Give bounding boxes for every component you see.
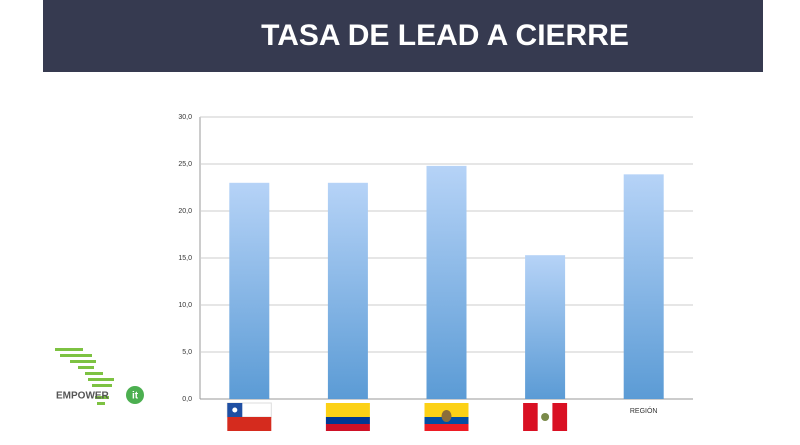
y-tick-label: 25,0 [178,161,192,168]
flag-emblem [441,410,452,422]
logo-badge-text: it [132,391,139,402]
x-tick-label: REGIÓN [630,406,658,415]
flag [523,403,568,431]
y-tick-label: 15,0 [178,255,192,262]
bar [229,182,270,399]
flag-red-right [552,403,568,431]
y-tick-label: 10,0 [178,302,192,309]
chart-title: TASA DE LEAD A CIERRE [261,19,629,52]
flag-red [325,424,370,431]
y-tick-label: 0,0 [182,396,192,403]
y-tick-label: 5,0 [182,349,192,356]
flag-blue [325,417,370,424]
flag [424,403,469,431]
flag-red [424,424,469,431]
bar [426,165,467,399]
flag [226,402,272,431]
bar [327,182,368,399]
flag-red-left [523,403,538,431]
flag [325,403,370,431]
header-bar [43,0,763,72]
flag-star [232,407,238,413]
logo-map [55,348,114,405]
logo: EMPOWER it [55,348,144,405]
y-tick-label: 30,0 [178,114,192,121]
plot: 0,0 5,0 10,0 15,0 20,0 25,0 30,0 REGIÓN [178,114,693,431]
y-tick-label: 20,0 [178,208,192,215]
flag-emblem [541,413,550,421]
bar [623,174,664,399]
bar [525,255,566,399]
logo-badge [126,386,144,404]
logo-text: EMPOWER [56,391,110,402]
flag-red [227,417,272,431]
flag-yellow [325,403,370,417]
